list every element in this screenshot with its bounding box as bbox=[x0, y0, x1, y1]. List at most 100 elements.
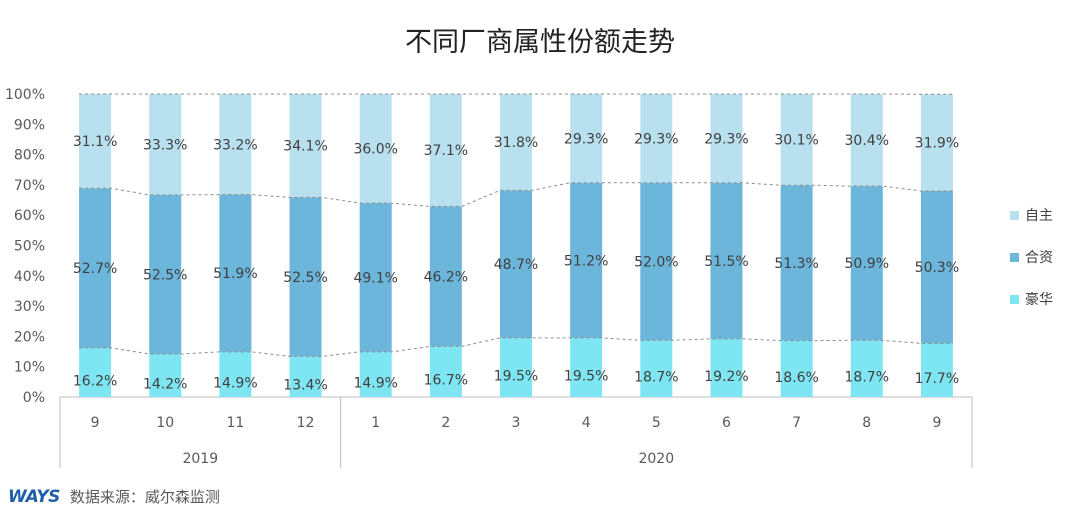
bar-segment bbox=[219, 94, 252, 195]
data-label: 19.2% bbox=[704, 369, 748, 385]
data-label: 51.3% bbox=[774, 256, 818, 272]
bar-segment bbox=[710, 182, 743, 339]
data-label: 14.9% bbox=[353, 375, 397, 391]
data-label: 33.3% bbox=[143, 137, 187, 153]
bar-segment bbox=[710, 338, 743, 397]
data-label: 18.7% bbox=[845, 370, 889, 386]
y-tick-label: 40% bbox=[14, 269, 45, 285]
data-label: 29.3% bbox=[704, 131, 748, 147]
y-tick-label: 50% bbox=[14, 239, 45, 255]
y-tick-label: 20% bbox=[14, 329, 45, 345]
source-text: 数据来源：威尔森监测 bbox=[69, 488, 220, 506]
bar-segment bbox=[149, 94, 182, 195]
chart-title: 不同厂商属性份额走势 bbox=[405, 27, 675, 58]
bar-segment bbox=[780, 340, 813, 397]
y-tick-label: 30% bbox=[14, 299, 45, 315]
data-label: 16.7% bbox=[424, 373, 468, 389]
y-tick-label: 10% bbox=[14, 360, 45, 376]
bar-segment bbox=[500, 94, 532, 191]
legend-swatch bbox=[1010, 295, 1019, 304]
bar-segment bbox=[79, 347, 112, 397]
bar-segment bbox=[500, 337, 532, 397]
legend-label: 自主 bbox=[1025, 208, 1053, 224]
bar-segment bbox=[920, 94, 953, 191]
data-label: 51.9% bbox=[213, 266, 257, 282]
x-tick-label: 12 bbox=[297, 415, 315, 431]
x-tick-label: 7 bbox=[792, 415, 801, 431]
data-label: 37.1% bbox=[424, 143, 468, 159]
data-label: 14.2% bbox=[143, 376, 187, 392]
bar-segment bbox=[219, 194, 252, 352]
x-tick-label: 9 bbox=[91, 415, 100, 431]
bar-segment bbox=[780, 185, 813, 341]
x-tick-label: 5 bbox=[652, 415, 661, 431]
bar-segment bbox=[640, 94, 673, 183]
data-label: 29.3% bbox=[634, 131, 678, 147]
legend-label: 豪华 bbox=[1025, 292, 1053, 308]
bar-segment bbox=[500, 190, 532, 338]
data-label: 52.0% bbox=[634, 255, 678, 271]
x-tick-label: 11 bbox=[226, 415, 244, 431]
legend-swatch bbox=[1010, 211, 1019, 220]
y-tick-label: 80% bbox=[14, 148, 45, 164]
bar-segment bbox=[429, 94, 462, 207]
bar-segment bbox=[850, 94, 883, 187]
bar-segment bbox=[640, 182, 673, 341]
bar-segment bbox=[289, 197, 322, 357]
bar-segment bbox=[920, 343, 953, 397]
x-tick-label: 6 bbox=[722, 415, 731, 431]
bar-segment bbox=[570, 94, 603, 183]
y-tick-label: 90% bbox=[14, 117, 45, 133]
legend-swatch bbox=[1010, 253, 1019, 262]
data-label: 52.5% bbox=[143, 267, 187, 283]
data-label: 50.3% bbox=[915, 260, 959, 276]
x-tick-label: 8 bbox=[862, 415, 871, 431]
data-label: 30.1% bbox=[774, 133, 818, 149]
data-label: 52.7% bbox=[73, 261, 117, 277]
bar-segment bbox=[149, 194, 182, 354]
data-label: 29.3% bbox=[564, 131, 608, 147]
bar-segment bbox=[289, 356, 322, 397]
data-label: 34.1% bbox=[283, 139, 327, 155]
bar-segment bbox=[149, 353, 182, 397]
data-label: 30.4% bbox=[845, 133, 889, 149]
bar-segment bbox=[79, 94, 112, 189]
data-label: 49.1% bbox=[353, 270, 397, 286]
data-label: 51.2% bbox=[564, 253, 608, 269]
data-label: 50.9% bbox=[845, 256, 889, 272]
year-label: 2020 bbox=[638, 451, 674, 467]
x-tick-label: 2 bbox=[441, 415, 450, 431]
bar-segment bbox=[850, 340, 883, 397]
bar-segment bbox=[359, 94, 392, 204]
legend-label: 合资 bbox=[1025, 250, 1053, 266]
bar-segment bbox=[570, 337, 603, 397]
data-label: 18.7% bbox=[634, 370, 678, 386]
bar-segment bbox=[429, 346, 462, 397]
bar-segment bbox=[359, 351, 392, 397]
data-label: 52.5% bbox=[283, 270, 327, 286]
series-connector-line bbox=[79, 182, 953, 207]
data-label: 48.7% bbox=[494, 257, 538, 273]
y-tick-label: 70% bbox=[14, 178, 45, 194]
bar-segment bbox=[219, 351, 252, 397]
x-tick-label: 10 bbox=[156, 415, 174, 431]
data-label: 18.6% bbox=[774, 370, 818, 386]
bar-segment bbox=[429, 206, 462, 347]
data-label: 19.5% bbox=[564, 368, 608, 384]
y-tick-label: 100% bbox=[5, 87, 45, 103]
data-label: 36.0% bbox=[353, 142, 397, 158]
data-label: 46.2% bbox=[424, 269, 468, 285]
data-label: 33.2% bbox=[213, 137, 257, 153]
data-label: 17.7% bbox=[915, 371, 959, 387]
bar-segment bbox=[710, 94, 743, 183]
bar-segment bbox=[780, 94, 813, 186]
x-tick-label: 1 bbox=[371, 415, 380, 431]
x-tick-label: 9 bbox=[932, 415, 941, 431]
ways-logo: WAYS bbox=[8, 486, 60, 507]
data-label: 51.5% bbox=[704, 254, 748, 270]
bar-segment bbox=[850, 186, 883, 341]
data-label: 16.2% bbox=[73, 373, 117, 389]
bar-segment bbox=[920, 190, 953, 344]
data-label: 19.5% bbox=[494, 368, 538, 384]
